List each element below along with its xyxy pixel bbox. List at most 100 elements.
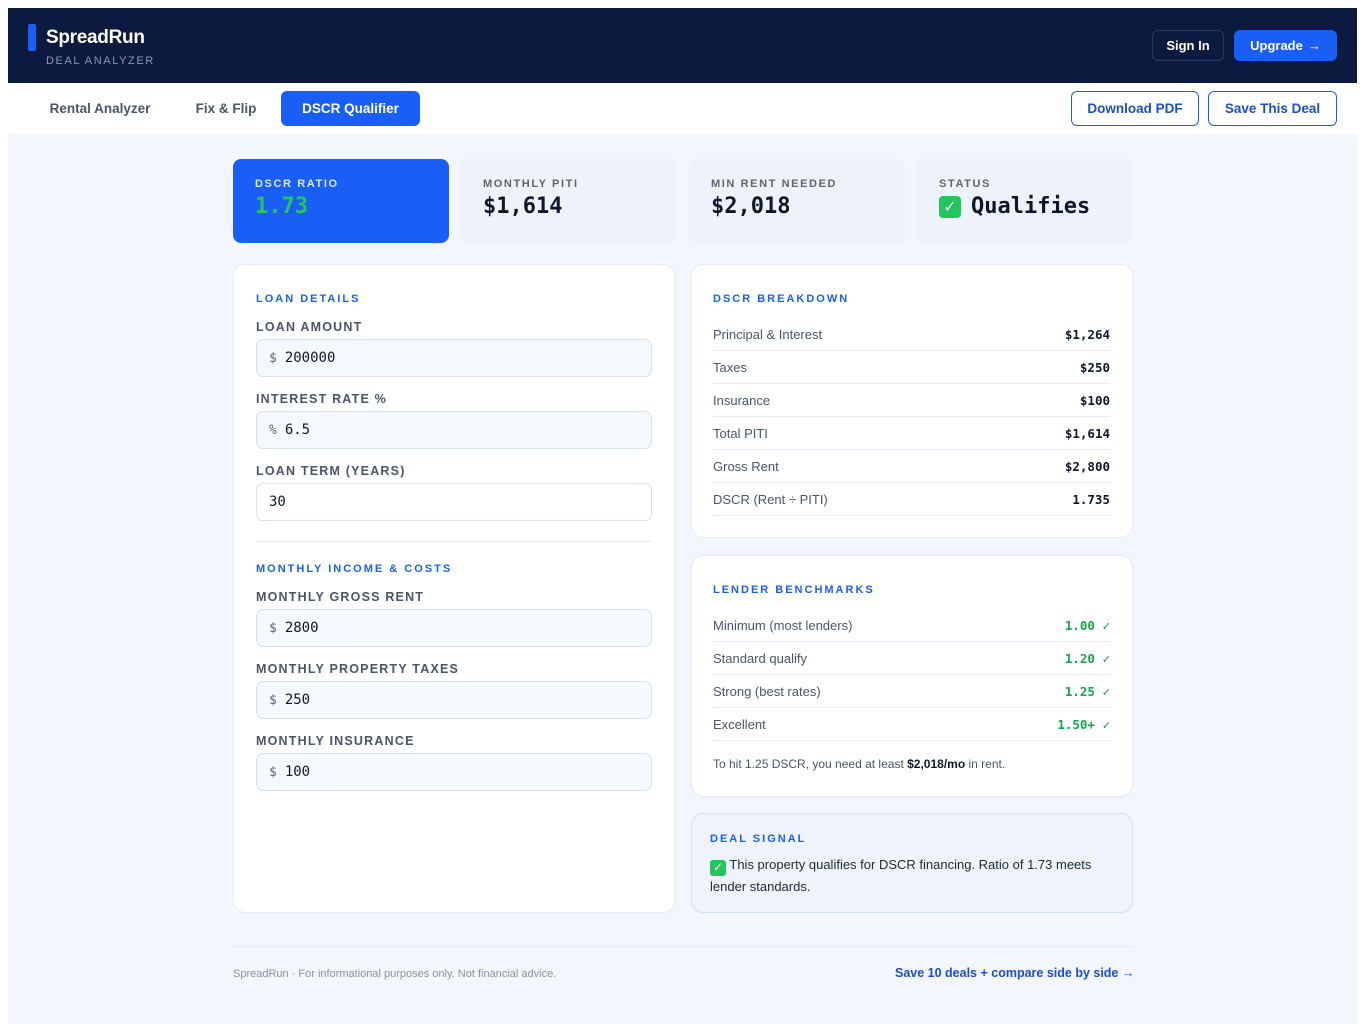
save-deal-label: Save This Deal — [1224, 101, 1321, 116]
section-title-deal-signal: DEAL SIGNAL — [710, 833, 807, 845]
sign-in-label: Sign In — [1166, 38, 1210, 53]
kpi-label: STATUS — [939, 178, 991, 190]
deal-signal-message: ✓ This property qualifies for DSCR finan… — [710, 854, 1120, 897]
dollar-prefix: $ — [269, 350, 277, 366]
section-title-loan-details: LOAN DETAILS — [256, 293, 361, 305]
loan-amount-input[interactable]: $ 200000 — [256, 339, 652, 377]
brand-logo-mark — [28, 24, 36, 51]
compare-deals-link[interactable]: Save 10 deals + compare side by side → — [895, 966, 1135, 980]
benchmark-row: Strong (best rates) 1.25 ✓ — [713, 675, 1110, 708]
dollar-prefix: $ — [269, 620, 277, 636]
brand-subtitle: DEAL ANALYZER — [46, 55, 155, 67]
tab-rental-analyzer[interactable]: Rental Analyzer — [30, 91, 170, 126]
main-content: DSCR RATIO 1.73 MONTHLY PITI $1,614 MIN … — [8, 134, 1357, 1024]
tab-dscr-qualifier[interactable]: DSCR Qualifier — [281, 91, 420, 126]
breakdown-row: Principal & Interest $1,264 — [713, 318, 1110, 351]
row-label: Standard qualify — [713, 650, 807, 666]
save-deal-button[interactable]: Save This Deal — [1208, 91, 1337, 126]
dscr-breakdown-card: DSCR BREAKDOWN Principal & Interest $1,2… — [691, 264, 1133, 538]
upgrade-label: Upgrade — [1250, 38, 1303, 53]
gross-rent-label: MONTHLY GROSS RENT — [256, 590, 425, 604]
row-value: $1,614 — [1064, 425, 1110, 441]
interest-rate-value: 6.5 — [284, 422, 311, 438]
kpi-value: $1,614 — [483, 194, 563, 219]
tab-fix-and-flip[interactable]: Fix & Flip — [180, 91, 272, 126]
app-header: SpreadRun DEAL ANALYZER Sign In Upgrade … — [8, 8, 1357, 83]
kpi-label: MIN RENT NEEDED — [711, 178, 838, 190]
row-value: 1.00 ✓ — [1064, 617, 1110, 633]
arrow-right-icon: → — [1307, 38, 1321, 53]
row-value: $100 — [1079, 392, 1110, 408]
kpi-value: Qualifies — [971, 194, 1091, 219]
row-value: $2,800 — [1064, 458, 1110, 474]
loan-term-value: 30 — [269, 494, 286, 510]
loan-term-label: LOAN TERM (YEARS) — [256, 464, 406, 478]
property-taxes-label: MONTHLY PROPERTY TAXES — [256, 662, 460, 676]
breakdown-row: Total PITI $1,614 — [713, 417, 1110, 450]
note-prefix: To hit 1.25 DSCR, you need at least — [713, 757, 908, 771]
row-value: $250 — [1079, 359, 1110, 375]
row-label: Principal & Interest — [713, 326, 823, 342]
kpi-status: STATUS ✓ Qualifies — [917, 159, 1133, 243]
row-value: 1.25 ✓ — [1064, 683, 1110, 699]
note-value: $2,018/mo — [907, 757, 966, 771]
section-divider — [256, 541, 652, 542]
row-value: 1.20 ✓ — [1064, 650, 1110, 666]
brand-name[interactable]: SpreadRun — [46, 27, 145, 48]
lender-benchmarks-card: LENDER BENCHMARKS Minimum (most lenders)… — [691, 555, 1133, 797]
row-value: 1.735 — [1072, 491, 1110, 507]
kpi-dscr-ratio: DSCR RATIO 1.73 — [233, 159, 449, 243]
deal-signal-text: This property qualifies for DSCR financi… — [710, 857, 1092, 894]
property-taxes-input[interactable]: $ 250 — [256, 681, 652, 719]
check-icon: ✓ — [939, 195, 961, 218]
row-value: 1.50+ ✓ — [1057, 716, 1110, 732]
footer-disclaimer: SpreadRun · For informational purposes o… — [233, 968, 557, 980]
loan-amount-label: LOAN AMOUNT — [256, 320, 363, 334]
kpi-label: DSCR RATIO — [255, 178, 339, 190]
benchmark-note: To hit 1.25 DSCR, you need at least $2,0… — [713, 757, 1005, 771]
breakdown-row: Taxes $250 — [713, 351, 1110, 384]
dollar-prefix: $ — [269, 692, 277, 708]
insurance-label: MONTHLY INSURANCE — [256, 734, 415, 748]
interest-rate-label: INTEREST RATE % — [256, 392, 387, 406]
property-taxes-value: 250 — [284, 692, 311, 708]
breakdown-row: Insurance $100 — [713, 384, 1110, 417]
tab-label: DSCR Qualifier — [302, 101, 399, 116]
tab-label: Rental Analyzer — [49, 101, 151, 116]
row-label: Insurance — [713, 392, 771, 408]
section-title-lender-benchmarks: LENDER BENCHMARKS — [713, 584, 875, 596]
row-label: Total PITI — [713, 425, 768, 441]
kpi-monthly-piti: MONTHLY PITI $1,614 — [461, 159, 677, 243]
row-label: Gross Rent — [713, 458, 779, 474]
upgrade-button[interactable]: Upgrade → — [1234, 30, 1337, 61]
gross-rent-input[interactable]: $ 2800 — [256, 609, 652, 647]
footer-divider — [233, 946, 1133, 947]
row-label: Minimum (most lenders) — [713, 617, 853, 633]
sign-in-button[interactable]: Sign In — [1152, 30, 1224, 61]
insurance-input[interactable]: $ 100 — [256, 753, 652, 791]
row-value: $1,264 — [1064, 326, 1110, 342]
benchmark-row: Minimum (most lenders) 1.00 ✓ — [713, 609, 1110, 642]
loan-term-input[interactable]: 30 — [256, 483, 652, 521]
section-title-income-costs: MONTHLY INCOME & COSTS — [256, 563, 453, 575]
download-pdf-label: Download PDF — [1087, 101, 1183, 116]
download-pdf-button[interactable]: Download PDF — [1071, 91, 1199, 126]
interest-rate-input[interactable]: % 6.5 — [256, 411, 652, 449]
tab-label: Fix & Flip — [195, 101, 257, 116]
note-suffix: in rent. — [965, 757, 1006, 771]
row-label: Strong (best rates) — [713, 683, 821, 699]
row-label: Taxes — [713, 359, 747, 375]
loan-amount-value: 200000 — [284, 350, 336, 366]
breakdown-row: Gross Rent $2,800 — [713, 450, 1110, 483]
gross-rent-value: 2800 — [284, 620, 319, 636]
benchmark-row: Excellent 1.50+ ✓ — [713, 708, 1110, 741]
breakdown-row: DSCR (Rent ÷ PITI) 1.735 — [713, 483, 1110, 516]
inputs-card: LOAN DETAILS LOAN AMOUNT $ 200000 INTERE… — [233, 264, 675, 913]
kpi-value: $2,018 — [711, 194, 791, 219]
kpi-value: 1.73 — [255, 194, 308, 219]
row-label: Excellent — [713, 716, 766, 732]
kpi-status-value-row: ✓ Qualifies — [939, 194, 1133, 219]
section-title-dscr-breakdown: DSCR BREAKDOWN — [713, 293, 850, 305]
dollar-prefix: $ — [269, 764, 277, 780]
kpi-label: MONTHLY PITI — [483, 178, 579, 190]
